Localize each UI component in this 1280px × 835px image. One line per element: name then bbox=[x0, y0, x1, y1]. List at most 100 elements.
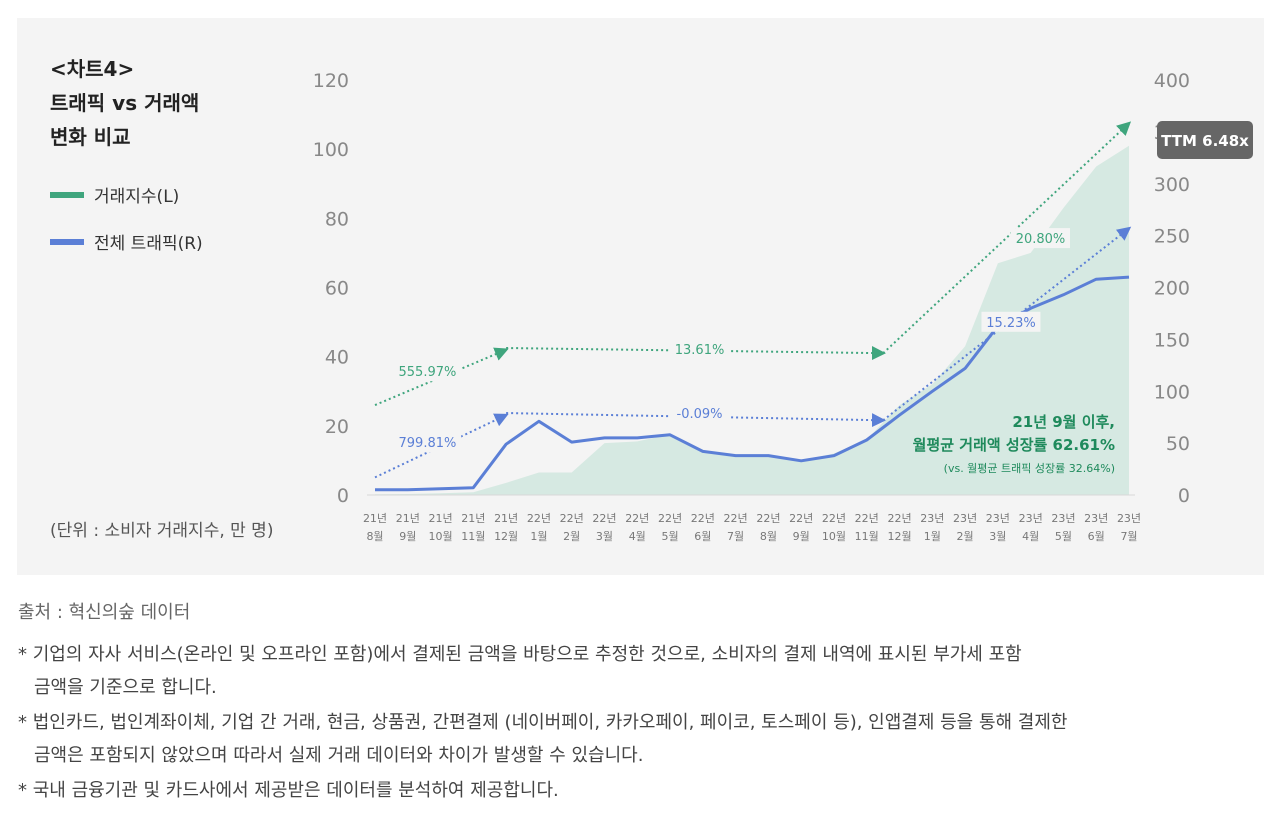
trend-label-bg bbox=[1010, 228, 1070, 249]
x-tick-label-year: 22년 bbox=[789, 512, 813, 525]
x-tick-label-year: 22년 bbox=[887, 512, 911, 525]
x-tick-label-year: 23년 bbox=[1019, 512, 1043, 525]
y-left-tick-label: 40 bbox=[325, 347, 349, 369]
chart-title: <차트4> 트래픽 vs 거래액 변화 비교 bbox=[50, 52, 199, 154]
y-left-tick-label: 80 bbox=[325, 208, 349, 230]
chart-canvas: 0204060801001200501001502002503003504002… bbox=[313, 70, 1253, 543]
x-tick-label-year: 21년 bbox=[429, 512, 453, 525]
chart-title-line: <차트4> bbox=[50, 57, 135, 81]
x-tick-label-year: 23년 bbox=[1084, 512, 1108, 525]
y-right-tick-label: 400 bbox=[1154, 70, 1190, 92]
x-tick-label-year: 22년 bbox=[592, 512, 616, 525]
unit-note: (단위 : 소비자 거래지수, 만 명) bbox=[50, 521, 274, 541]
x-tick-label-month: 6월 bbox=[1088, 530, 1105, 543]
x-tick-label-month: 10월 bbox=[822, 530, 846, 543]
trend-arrow bbox=[882, 121, 1132, 354]
x-tick-label-year: 23년 bbox=[1051, 512, 1075, 525]
legend-item-traffic: 전체 트래픽(R) bbox=[50, 229, 203, 254]
chart-title-line: 트래픽 vs 거래액 bbox=[50, 91, 200, 115]
y-right-tick-label: 200 bbox=[1154, 278, 1190, 300]
y-right-tick-label: 300 bbox=[1154, 174, 1190, 196]
ttm-badge-label: TTM 6.48x bbox=[1161, 132, 1249, 150]
y-right-tick-label: 150 bbox=[1154, 329, 1190, 351]
legend-item-transaction: 거래지수(L) bbox=[50, 182, 179, 207]
x-tick-label-month: 11월 bbox=[855, 530, 879, 543]
x-tick-label-month: 7월 bbox=[727, 530, 744, 543]
trend-label: 799.81% bbox=[399, 436, 457, 451]
trend-label: 15.23% bbox=[986, 316, 1036, 331]
footnote-line: * 법인카드, 법인계좌이체, 기업 간 거래, 현금, 상품권, 간편결제 (… bbox=[18, 712, 1068, 733]
footnote-line: 금액은 포함되지 않았으며 따라서 실제 거래 데이터와 차이가 발생할 수 있… bbox=[34, 745, 644, 766]
y-right-tick-label: 0 bbox=[1178, 485, 1190, 507]
y-right-tick-label: 100 bbox=[1154, 381, 1190, 403]
x-tick-label-year: 21년 bbox=[363, 512, 387, 525]
x-tick-label-month: 8월 bbox=[366, 530, 383, 543]
footnote-2: * 법인카드, 법인계좌이체, 기업 간 거래, 현금, 상품권, 간편결제 (… bbox=[18, 706, 1268, 772]
x-tick-label-month: 3월 bbox=[989, 530, 1006, 543]
x-tick-label-month: 2월 bbox=[563, 530, 580, 543]
footnote-3: * 국내 금융기관 및 카드사에서 제공받은 데이터를 분석하여 제공합니다. bbox=[18, 774, 1268, 807]
x-tick-label-year: 22년 bbox=[724, 512, 748, 525]
x-tick-label-year: 22년 bbox=[756, 512, 780, 525]
x-tick-label-month: 1월 bbox=[530, 530, 547, 543]
trend-label-bg bbox=[393, 361, 462, 382]
x-tick-label-year: 22년 bbox=[625, 512, 649, 525]
annotation-line: 21년 9월 이후, bbox=[1012, 413, 1115, 431]
x-tick-label-year: 23년 bbox=[920, 512, 944, 525]
source-text: 출처 : 혁신의숲 데이터 bbox=[18, 602, 191, 623]
y-left-tick-label: 100 bbox=[313, 139, 349, 161]
x-tick-label-month: 3월 bbox=[596, 530, 613, 543]
x-tick-label-month: 12월 bbox=[887, 530, 911, 543]
trend-label-bg bbox=[981, 311, 1041, 332]
x-tick-label-month: 9월 bbox=[793, 530, 810, 543]
trend-label: 555.97% bbox=[399, 365, 457, 380]
trend-label-bg bbox=[670, 338, 730, 359]
x-tick-label-year: 23년 bbox=[1117, 512, 1141, 525]
x-tick-label-month: 9월 bbox=[399, 530, 416, 543]
trend-label-bg bbox=[670, 403, 730, 424]
y-left-tick-label: 20 bbox=[325, 416, 349, 438]
trend-label-bg bbox=[393, 432, 462, 453]
trend-arrow bbox=[374, 413, 509, 479]
x-tick-label-month: 4월 bbox=[629, 530, 646, 543]
x-tick-label-month: 8월 bbox=[760, 530, 777, 543]
x-tick-label-year: 22년 bbox=[658, 512, 682, 525]
footnote-1: * 기업의 자사 서비스(온라인 및 오프라인 포함)에서 결제된 금액을 바탕… bbox=[18, 638, 1268, 704]
footnote-line: 금액을 기준으로 합니다. bbox=[34, 677, 217, 698]
x-tick-label-year: 21년 bbox=[396, 512, 420, 525]
y-right-tick-label: 250 bbox=[1154, 226, 1190, 248]
x-tick-label-month: 7월 bbox=[1120, 530, 1137, 543]
x-tick-label-month: 2월 bbox=[957, 530, 974, 543]
x-tick-label-month: 6월 bbox=[694, 530, 711, 543]
x-tick-label-year: 22년 bbox=[560, 512, 584, 525]
ttm-badge bbox=[1157, 121, 1253, 159]
legend-label-transaction: 거래지수(L) bbox=[94, 187, 180, 207]
x-tick-label-year: 21년 bbox=[494, 512, 518, 525]
x-tick-label-year: 22년 bbox=[527, 512, 551, 525]
trend-label: 20.80% bbox=[1016, 232, 1066, 247]
y-left-tick-label: 120 bbox=[313, 70, 349, 92]
x-tick-label-month: 1월 bbox=[924, 530, 941, 543]
legend-swatch-traffic bbox=[50, 238, 84, 245]
trend-label: -0.09% bbox=[677, 407, 723, 422]
x-tick-label-year: 22년 bbox=[691, 512, 715, 525]
trend-label: 13.61% bbox=[675, 343, 725, 358]
footnote-line: * 국내 금융기관 및 카드사에서 제공받은 데이터를 분석하여 제공합니다. bbox=[18, 780, 559, 801]
legend-swatch-transaction bbox=[50, 191, 84, 198]
x-tick-label-month: 4월 bbox=[1022, 530, 1039, 543]
annotation-line: 월평균 거래액 성장률 62.61% bbox=[913, 436, 1115, 454]
y-right-tick-label: 50 bbox=[1166, 433, 1190, 455]
x-tick-label-month: 11월 bbox=[461, 530, 485, 543]
x-tick-label-year: 22년 bbox=[855, 512, 879, 525]
transaction-index-area bbox=[375, 145, 1129, 495]
legend-label-traffic: 전체 트래픽(R) bbox=[94, 234, 203, 254]
x-tick-label-month: 5월 bbox=[1055, 530, 1072, 543]
x-tick-label-month: 12월 bbox=[494, 530, 518, 543]
footnote-line: * 기업의 자사 서비스(온라인 및 오프라인 포함)에서 결제된 금액을 바탕… bbox=[18, 644, 1022, 665]
x-tick-label-month: 5월 bbox=[661, 530, 678, 543]
y-left-tick-label: 0 bbox=[337, 485, 349, 507]
x-tick-label-year: 21년 bbox=[461, 512, 485, 525]
x-tick-label-year: 23년 bbox=[986, 512, 1010, 525]
x-tick-label-month: 10월 bbox=[429, 530, 453, 543]
chart-title-line: 변화 비교 bbox=[50, 125, 131, 149]
